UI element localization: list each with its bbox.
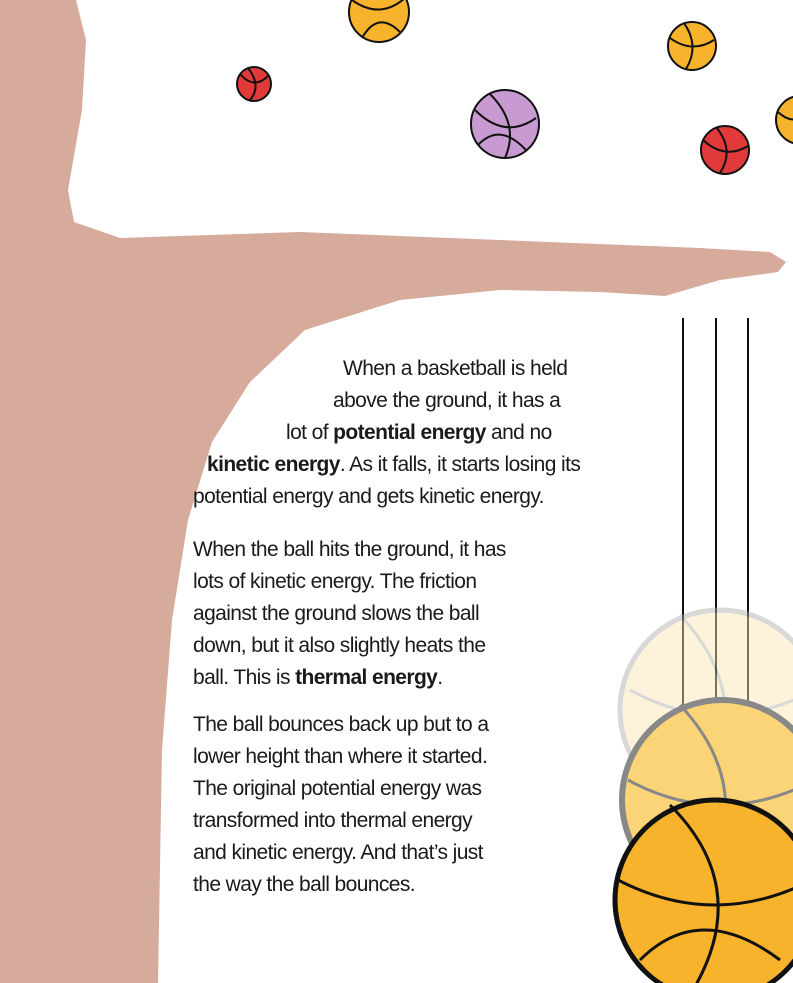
text-run: against the ground slows the ball (193, 602, 479, 625)
text-run: The ball bounces back up but to a (193, 713, 488, 736)
text-run: lots of kinetic energy. The friction (193, 570, 476, 593)
text-line: When a basketball is held (343, 353, 567, 385)
text-run: lower height than where it started. (193, 745, 487, 768)
bouncing-balls (615, 610, 793, 983)
text-line: lots of kinetic energy. The friction (193, 566, 476, 598)
text-line: kinetic energy. As it falls, it starts l… (207, 449, 580, 481)
text-line: against the ground slows the ball (193, 598, 479, 630)
text-line: the way the ball bounces. (193, 869, 415, 901)
text-line: The ball bounces back up but to a (193, 709, 488, 741)
text-run: ball. This is (193, 666, 295, 689)
text-line: and kinetic energy. And that’s just (193, 837, 483, 869)
key-term: thermal energy (295, 666, 437, 689)
text-line: ball. This is thermal energy. (193, 662, 443, 694)
text-run: down, but it also slightly heats the (193, 634, 485, 657)
text-run: When a basketball is held (343, 357, 567, 380)
text-line: above the ground, it has a (333, 385, 560, 417)
text-run: transformed into thermal energy (193, 809, 472, 832)
balls (237, 0, 793, 174)
text-run: the way the ball bounces. (193, 873, 415, 896)
key-term: kinetic energy (207, 453, 340, 476)
text-run: When the ball hits the ground, it has (193, 538, 506, 561)
text-line: down, but it also slightly heats the (193, 630, 485, 662)
text-run: and kinetic energy. And that’s just (193, 841, 483, 864)
page: {"text": {"paragraphs": [ {"lines": [ ["… (0, 0, 793, 983)
text-run: . As it falls, it starts losing its (340, 453, 580, 476)
text-run: lot of (286, 421, 333, 444)
text-run: and no (486, 421, 552, 444)
text-run: The original potential energy was (193, 777, 481, 800)
text-line: The original potential energy was (193, 773, 481, 805)
text-line: potential energy and gets kinetic energy… (193, 481, 544, 513)
text-run: above the ground, it has a (333, 389, 560, 412)
text-line: lot of potential energy and no (286, 417, 552, 449)
key-term: potential energy (333, 421, 486, 444)
text-run: . (437, 666, 442, 689)
text-line: transformed into thermal energy (193, 805, 472, 837)
text-line: lower height than where it started. (193, 741, 487, 773)
text-run: potential energy and gets kinetic energy… (193, 485, 544, 508)
text-line: When the ball hits the ground, it has (193, 534, 506, 566)
